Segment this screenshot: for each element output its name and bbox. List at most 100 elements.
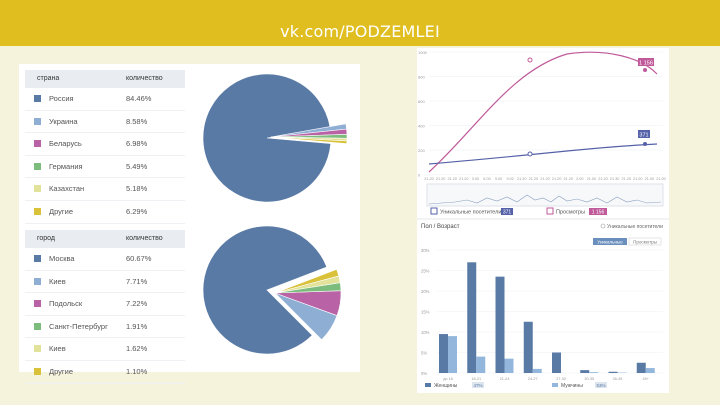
male-legend-badge xyxy=(595,382,607,388)
row-value: 5.49% xyxy=(126,161,148,171)
x-tick-label: 21.20 xyxy=(598,177,608,181)
color-swatch xyxy=(34,322,41,330)
row-label: Киев xyxy=(49,344,66,354)
row-value: 1.91% xyxy=(126,321,148,331)
color-swatch xyxy=(34,140,41,148)
bar-male[interactable] xyxy=(448,336,457,373)
color-swatch xyxy=(34,95,41,102)
visitors-legend: Уникальные посетители xyxy=(440,210,501,216)
x-tick-label: 21.20 xyxy=(424,177,434,181)
visitors-label-box xyxy=(638,130,650,138)
bar-female[interactable] xyxy=(523,321,533,373)
dropdown-label[interactable]: Уникальные посетители xyxy=(607,224,663,230)
visitors-point xyxy=(643,142,647,146)
y-tick-label: 600 xyxy=(418,99,425,104)
y-tick-label: 200 xyxy=(418,148,425,153)
x-tick-label: 21.20 xyxy=(436,177,446,181)
views-pill[interactable] xyxy=(628,237,662,246)
countries-pie-chart xyxy=(202,73,348,203)
x-tick-label: 2.00 xyxy=(576,177,583,181)
x-tick-label: 21.20 xyxy=(552,177,562,181)
countries-table: страна количество Россия 84.46% Украина 8.5… xyxy=(25,70,185,224)
table-row: Санкт-Петербург 1.91% xyxy=(25,316,185,339)
x-tick-label: 9.00 xyxy=(495,177,502,181)
bar-female[interactable] xyxy=(608,371,618,373)
bar-female[interactable] xyxy=(495,276,505,373)
pie-slice xyxy=(270,136,348,144)
color-swatch xyxy=(34,345,41,353)
visitors-checkbox[interactable] xyxy=(430,207,438,215)
visitors-label: 371 xyxy=(639,133,648,139)
bar-male[interactable] xyxy=(476,356,486,373)
row-label: Беларусь xyxy=(49,139,82,149)
y-tick-label: 800 xyxy=(418,75,425,80)
table-row: Киев 7.71% xyxy=(25,271,185,294)
table-row: Германия 5.49% xyxy=(25,156,185,179)
row-label: Россия xyxy=(49,94,74,103)
color-swatch xyxy=(34,207,41,215)
table-header: страна количество xyxy=(25,70,185,88)
bar-male[interactable] xyxy=(532,368,542,373)
bar-female[interactable] xyxy=(636,362,646,373)
views-point xyxy=(643,68,647,72)
table-row: Подольск 7.22% xyxy=(25,293,185,316)
views-pill-text: Просмотры xyxy=(633,240,657,245)
row-label: Германия xyxy=(49,161,83,171)
views-line xyxy=(428,51,658,173)
y-tick-label: 10% xyxy=(421,330,430,335)
y-tick-label: 30% xyxy=(421,248,430,253)
x-tick-label: 21.00 xyxy=(645,177,655,181)
bar-male[interactable] xyxy=(504,358,514,373)
x-tick-label: 3.00 xyxy=(472,177,479,181)
views-checkbox[interactable] xyxy=(546,207,554,215)
row-label: Подольск xyxy=(49,299,83,309)
x-tick-label: 21.00 xyxy=(656,177,666,181)
radio-icon[interactable] xyxy=(600,223,606,229)
table-row: Другие 6.29% xyxy=(25,201,185,224)
pie-slice xyxy=(202,225,328,355)
table-row: Другие 1.10% xyxy=(25,361,185,384)
row-value: 60.67% xyxy=(126,254,152,263)
bar-male[interactable] xyxy=(589,372,599,373)
x-tick-label: 21.20 xyxy=(459,177,469,181)
row-label: Украина xyxy=(49,116,78,126)
unique-pill[interactable] xyxy=(593,238,627,245)
x-tick-label: 21.20 xyxy=(447,177,457,181)
y-tick-label: 20% xyxy=(421,289,430,294)
visitors-badge-text: 371 xyxy=(503,210,512,216)
x-tick-label: 21.20 xyxy=(563,177,573,181)
views-badge xyxy=(589,208,607,215)
x-tick-label: 27-30 xyxy=(556,377,566,381)
bar-male[interactable] xyxy=(645,368,655,373)
row-label: Москва xyxy=(49,254,75,263)
x-tick-label: 24-27 xyxy=(528,377,538,381)
unique-pill-text: Уникальные xyxy=(597,240,623,245)
y-tick-label: 0 xyxy=(418,173,421,178)
x-tick-label: 21.00 xyxy=(587,177,597,181)
views-badge-text: 1 156 xyxy=(592,210,605,216)
row-value: 7.22% xyxy=(126,299,148,309)
row-value: 1.10% xyxy=(126,366,148,376)
visitors-badge xyxy=(501,208,513,215)
header-bar: vk.com/PODZEMLEI xyxy=(0,0,720,46)
row-value: 6.98% xyxy=(126,139,148,149)
x-tick-label: до 18 xyxy=(443,377,453,381)
col-city-header: город xyxy=(37,235,56,242)
bar-chart: Пол / Возраст Уникальные посетители Уник… xyxy=(421,223,663,389)
table-row: Киев 1.62% xyxy=(25,338,185,361)
bar-female[interactable] xyxy=(552,352,561,374)
color-swatch xyxy=(34,185,41,193)
views-label-box xyxy=(638,58,654,66)
male-legend: Мужчины xyxy=(561,383,583,389)
x-tick-label: 18-21 xyxy=(471,377,481,381)
bar-female[interactable] xyxy=(467,262,477,373)
y-tick-label: 5% xyxy=(421,351,427,356)
bar-female[interactable] xyxy=(580,370,590,373)
bar-female[interactable] xyxy=(439,334,448,373)
x-tick-label: 21-24 xyxy=(500,377,510,381)
row-value: 5.18% xyxy=(126,184,148,194)
bar-chart-title: Пол / Возраст xyxy=(421,224,460,230)
color-swatch xyxy=(34,300,41,308)
range-navigator[interactable] xyxy=(426,183,664,207)
